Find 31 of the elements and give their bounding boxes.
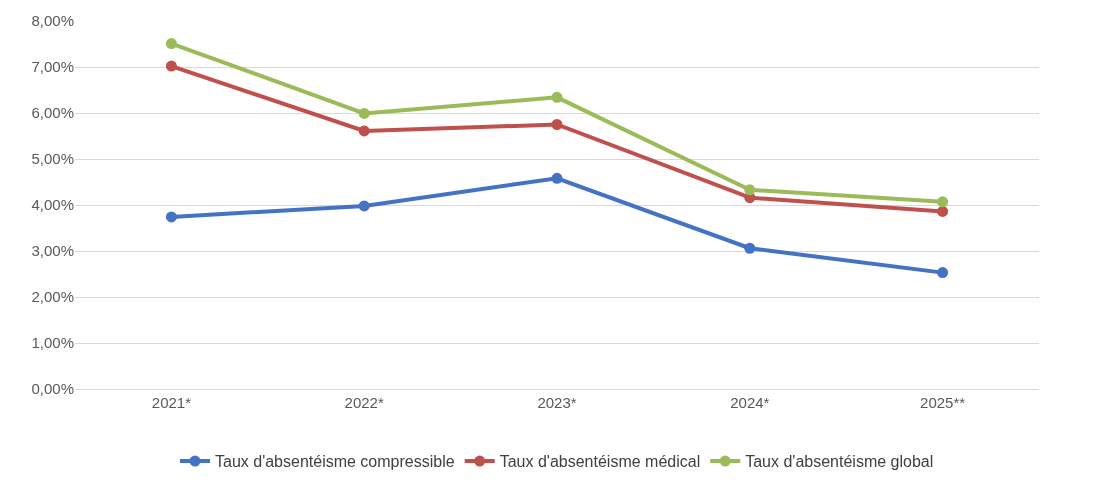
point <box>358 200 370 212</box>
x-tick-label: 2025** <box>920 394 966 411</box>
point <box>165 211 177 223</box>
point <box>551 91 563 103</box>
y-tick-label: 3,00% <box>31 242 74 260</box>
y-tick-label: 2,00% <box>31 288 74 306</box>
point <box>937 205 949 217</box>
point <box>165 60 177 72</box>
point <box>358 125 370 137</box>
point <box>551 172 563 184</box>
point <box>937 196 949 208</box>
y-tick-label: 6,00% <box>31 104 74 122</box>
point <box>744 242 756 254</box>
x-tick-label: 2021* <box>151 394 192 411</box>
y-tick-label: 7,00% <box>31 58 74 76</box>
y-tick-label: 5,00% <box>31 150 74 168</box>
y-tick-label: 1,00% <box>31 334 74 352</box>
x-tick-label: 2022* <box>344 394 384 411</box>
point <box>358 107 370 119</box>
point <box>744 184 756 196</box>
legend-label: Taux d'absentéisme médical <box>499 453 701 471</box>
legend-label: Taux d'absentéisme global <box>745 453 934 471</box>
y-tick-label: 4,00% <box>31 196 74 214</box>
point <box>165 38 177 50</box>
point <box>551 119 563 130</box>
point <box>937 267 949 279</box>
y-tick-label: 0,00% <box>31 380 74 398</box>
legend-label: Taux d'absentéisme compressible <box>215 453 455 471</box>
x-tick-label: 2024* <box>730 394 770 411</box>
x-tick-label: 2023* <box>537 394 577 411</box>
y-tick-label: 8,00% <box>31 12 74 30</box>
